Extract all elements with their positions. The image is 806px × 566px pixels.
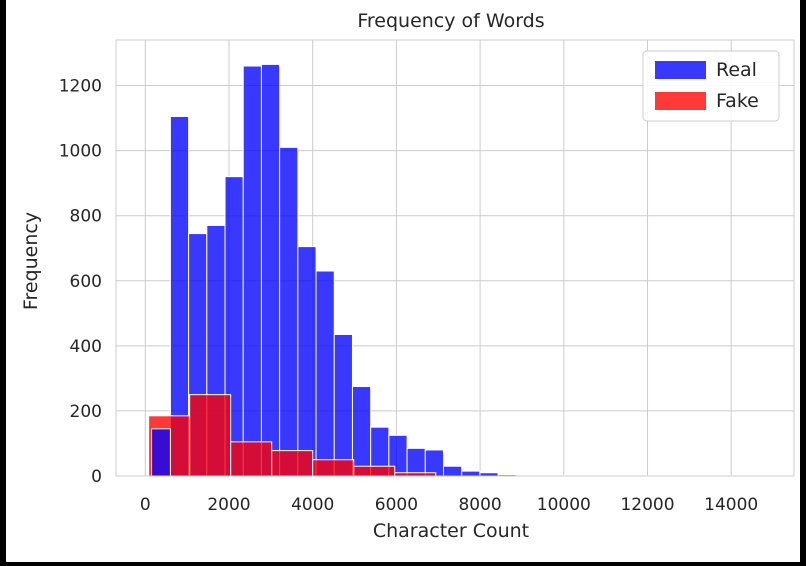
bar-real [261,64,279,476]
y-tick-label: 0 [91,467,102,487]
bar-real [352,387,370,476]
bar-real [443,466,461,476]
bar-fake [354,466,395,476]
y-axis-label: Frequency [20,212,42,310]
bar-real-extra [152,429,171,476]
y-tick-label: 1000 [59,142,102,162]
chart-title: Frequency of Words [357,10,544,32]
bar-fake [272,451,313,476]
x-tick-label: 12000 [620,495,674,515]
y-tick-label: 200 [70,402,102,422]
x-axis-label: Character Count [373,520,529,542]
bar-fake [313,460,354,476]
x-tick-label: 4000 [291,495,334,515]
y-tick-label: 1200 [59,77,102,97]
legend-swatch-fake [655,92,706,110]
series-real [170,64,771,476]
bar-real [280,147,298,476]
x-tick-label: 6000 [375,495,418,515]
x-tick-label: 8000 [458,495,501,515]
x-tick-label: 0 [140,495,151,515]
bar-real [462,471,480,476]
bar-real [407,448,425,476]
y-tick-label: 800 [70,207,102,227]
bar-real [316,271,334,476]
y-tick-label: 400 [70,337,102,357]
bar-real [425,450,443,476]
bar-fake [190,395,231,476]
bars-layer [149,64,772,476]
bar-fake [231,442,272,476]
x-tick-label: 2000 [207,495,250,515]
legend-swatch-real [655,61,706,79]
legend-label-real: Real [716,59,757,81]
x-tick-label: 10000 [537,495,591,515]
bar-real [243,66,261,476]
bar-real [298,247,316,476]
bar-real [334,334,352,476]
y-tick-label: 600 [70,272,102,292]
legend-label-fake: Fake [716,90,759,112]
x-tick-label: 14000 [704,495,758,515]
legend: Real Fake [643,51,779,121]
